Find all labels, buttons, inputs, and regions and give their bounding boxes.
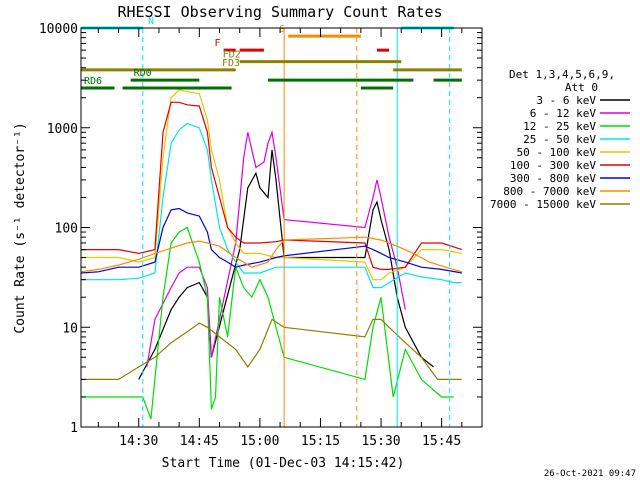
x-tick-label: 15:45	[422, 434, 461, 449]
series-line-7000-15000-kev	[81, 318, 462, 380]
series-line-12-25-kev	[81, 226, 454, 420]
legend-label-300-800-kev: 300 - 800 keV	[510, 172, 596, 185]
legend-label-50-100-kev: 50 - 100 keV	[517, 146, 597, 159]
series-line-800-7000-kev	[80, 236, 462, 273]
state-label-rd6: RD6	[84, 76, 102, 87]
state-label-fd2: FD2	[223, 50, 241, 61]
y-axis-label: Count Rate (s⁻¹ detector⁻¹)	[13, 122, 28, 333]
x-tick-label: 15:15	[301, 434, 340, 449]
y-tick-label: 1	[70, 421, 78, 436]
legend-label-100-300-kev: 100 - 300 keV	[510, 159, 596, 172]
x-tick-label: 15:30	[361, 434, 400, 449]
series-line-100-300-kev	[81, 101, 462, 270]
series-line-3-6-kev	[138, 149, 434, 380]
y-tick-label: 1000	[47, 122, 78, 137]
state-label-f: F	[215, 38, 221, 49]
legend-label-12-25-kev: 12 - 25 keV	[523, 120, 596, 133]
detector-info-line1: Det 1,3,4,5,6,9,	[509, 68, 615, 81]
x-tick-label: 14:30	[119, 434, 158, 449]
x-tick-label: 14:45	[180, 434, 219, 449]
series-layer	[80, 89, 462, 420]
x-tick-label: 15:00	[240, 434, 279, 449]
legend-label-25-50-kev: 25 - 50 keV	[523, 133, 596, 146]
y-tick-label: 10000	[39, 22, 78, 37]
series-line-50-100-kev	[81, 89, 462, 281]
legend-label-800-7000-kev: 800 - 7000 keV	[503, 185, 596, 198]
legend-label-7000-15000-kev: 7000 - 15000 keV	[490, 198, 596, 211]
legend-label-3-6-kev: 3 - 6 keV	[536, 94, 596, 107]
legend-label-6-12-kev: 6 - 12 keV	[530, 107, 597, 120]
state-label-fd3: FD3	[222, 58, 240, 69]
axes-layer: 1 10 100 1000 10000 14:30 14:45 15:00 15:15 15:30…	[39, 22, 483, 449]
series-line-25-50-kev	[81, 122, 462, 289]
y-tick-label: 100	[55, 222, 78, 237]
x-axis-label: Start Time (01-Dec-03 14:15:42)	[162, 456, 405, 471]
detector-info-line2: Att 0	[565, 81, 598, 94]
state-label-n: N	[148, 16, 154, 27]
chart-title: RHESSI Observing Summary Count Rates	[117, 3, 442, 21]
state-label-rd0: RD0	[134, 68, 152, 79]
state-label-s: S	[279, 24, 285, 35]
y-tick-label: 10	[62, 321, 78, 336]
generation-timestamp: 26-Oct-2021 09:47	[544, 469, 636, 479]
series-line-6-12-kev	[146, 129, 406, 368]
series-line-300-800-kev	[80, 207, 462, 274]
